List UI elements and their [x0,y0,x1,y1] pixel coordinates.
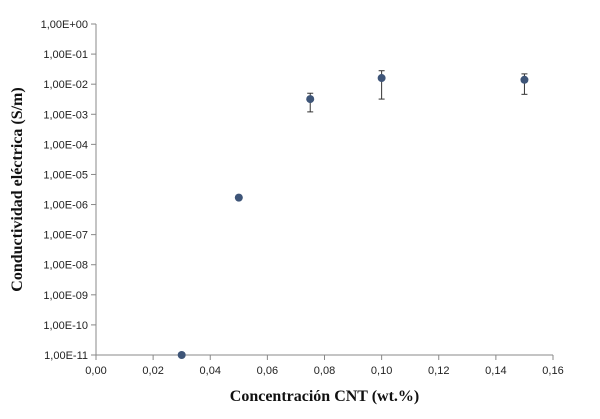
y-tick-label: 1,00E-08 [43,260,88,272]
y-tick-label: 1,00E-04 [43,139,88,151]
y-tick-label: 1,00E+00 [41,19,88,31]
y-tick-label: 1,00E-05 [43,169,88,181]
y-tick-label: 1,00E-02 [43,79,88,91]
x-axis-ticks: 0,00 0,02 0,04 0,06 0,08 0,10 0,12 0,14 0,16 [85,355,564,377]
y-tick-label: 1,00E-01 [43,49,88,61]
data-point [234,193,243,202]
y-tick-label: 1,00E-11 [44,350,88,362]
y-tick-label: 1,00E-03 [43,109,88,121]
y-axis-title: Conductividad eléctrica (S/m) [9,87,26,291]
x-tick-label: 0,14 [485,365,506,377]
x-axis-title: Concentración CNT (wt.%) [230,388,419,405]
x-tick-label: 0,06 [257,365,278,377]
x-tick-label: 0,02 [142,365,163,377]
y-axis-ticks: 1,00E-11 1,00E-10 1,00E-09 1,00E-08 1,00E-07… [41,19,96,362]
x-tick-label: 0,16 [542,365,563,377]
x-tick-label: 0,00 [85,365,106,377]
y-tick-label: 1,00E-09 [43,290,88,302]
x-tick-label: 0,10 [371,365,392,377]
x-tick-label: 0,08 [314,365,335,377]
y-tick-label: 1,00E-06 [43,200,88,212]
data-point [306,95,315,104]
y-tick-label: 1,00E-10 [43,320,88,332]
x-tick-label: 0,04 [200,365,221,377]
y-tick-label: 1,00E-07 [43,230,88,242]
data-point [377,74,386,83]
data-point [520,75,529,84]
data-points [177,70,529,359]
data-point [177,351,186,359]
x-tick-label: 0,12 [428,365,449,377]
